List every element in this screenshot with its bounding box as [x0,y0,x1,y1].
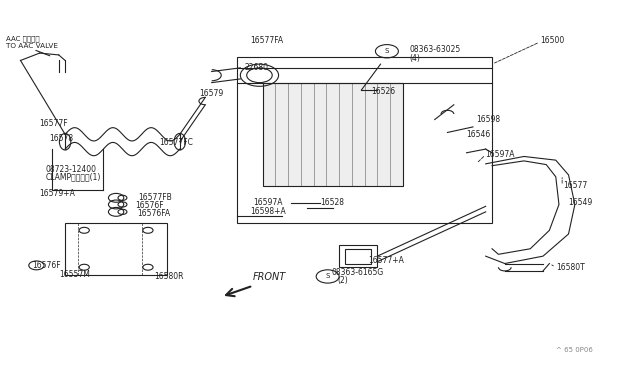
Text: S: S [326,273,330,279]
Text: 16579: 16579 [199,89,223,98]
Text: (2): (2) [338,276,349,285]
Text: 22680: 22680 [245,63,269,72]
Bar [346,249,371,263]
Text: 16528: 16528 [320,198,344,207]
Text: 16557M: 16557M [59,270,90,279]
Bar [262,83,403,186]
Text: 16597A: 16597A [486,150,515,159]
Bar [339,245,378,267]
Text: 16576F: 16576F [135,201,164,210]
Text: 16598+A: 16598+A [250,207,285,217]
Text: 16577+A: 16577+A [368,256,404,265]
Text: 16526: 16526 [371,87,395,96]
Text: 08363-6165G: 08363-6165G [332,268,384,277]
Text: CLAMPクランプ(1): CLAMPクランプ(1) [46,172,101,181]
Text: 16580T: 16580T [556,263,584,272]
Text: 16577FB: 16577FB [138,193,172,202]
Text: 08363-63025: 08363-63025 [409,45,460,54]
Text: 16546: 16546 [467,130,491,139]
Text: 16576FA: 16576FA [137,209,170,218]
Text: 16577F: 16577F [40,119,68,128]
Text: ^ 65 0P06: ^ 65 0P06 [556,347,593,353]
Text: 16576F: 16576F [32,261,61,270]
Text: 16598: 16598 [476,115,500,124]
Text: 16578: 16578 [49,134,74,142]
Text: TO AAC VALVE: TO AAC VALVE [6,43,58,49]
Text: (4): (4) [409,54,420,63]
Text: 16577FA: 16577FA [250,36,283,45]
Text: 08723-12400: 08723-12400 [46,165,97,174]
Text: 16577FC: 16577FC [159,138,193,147]
Text: 16579+A: 16579+A [40,189,76,198]
Text: 16580R: 16580R [154,272,184,281]
Text: 16500: 16500 [540,36,564,45]
Text: 16597A: 16597A [253,198,283,207]
Text: 16549: 16549 [568,198,593,207]
Text: FRONT: FRONT [253,272,286,282]
Text: S: S [385,48,389,54]
Text: AAC バルブへ: AAC バルブへ [6,35,40,42]
Text: 16577: 16577 [563,182,588,190]
